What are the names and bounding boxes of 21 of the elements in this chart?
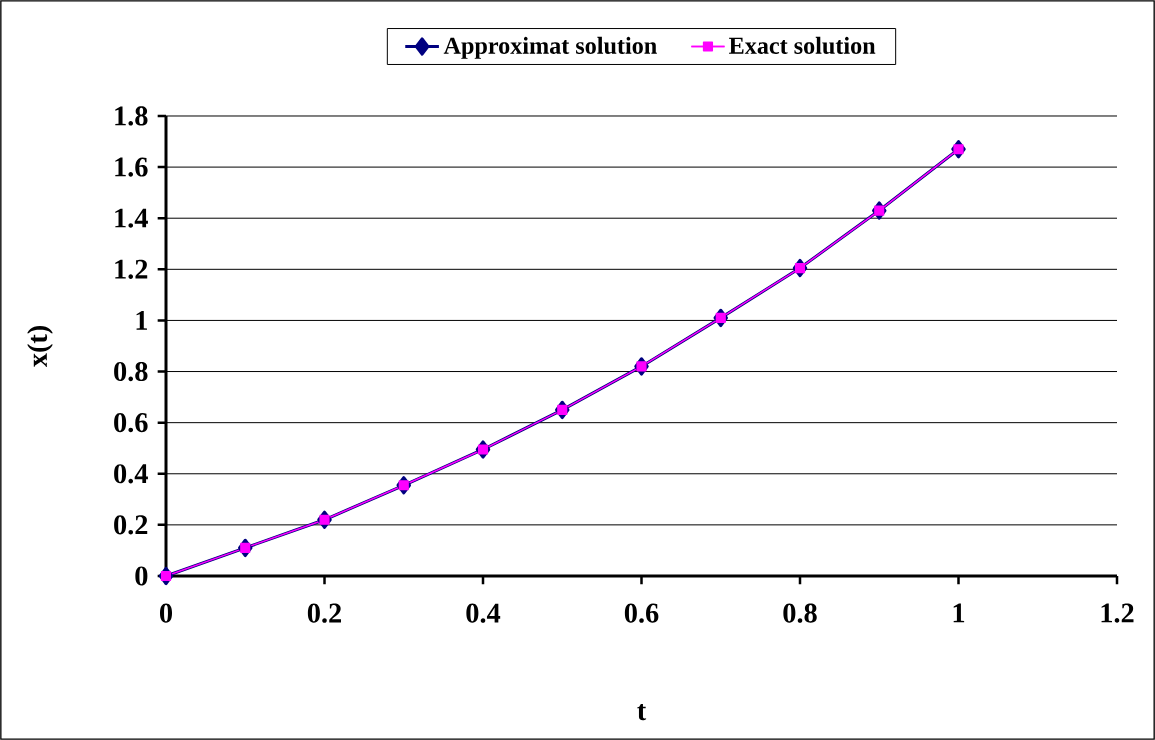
- legend-label: Approximat solution: [443, 36, 657, 59]
- x-tick-label: 0.6: [624, 603, 659, 623]
- y-tick-label: 1.6: [115, 157, 148, 177]
- y-axis-title: x(t): [27, 326, 53, 368]
- x-tick-label: 0.4: [466, 603, 501, 623]
- y-tick-label: 0.4: [114, 464, 148, 484]
- legend-label: Exact solution: [729, 36, 876, 54]
- y-tick-label: 1.2: [115, 259, 148, 279]
- y-tick-label: 0.8: [114, 361, 148, 382]
- y-tick-label: 1: [136, 311, 147, 330]
- x-axis-title: t: [637, 703, 647, 721]
- y-tick-label: 1.8: [115, 106, 148, 126]
- y-tick-label: 0.2: [114, 515, 148, 535]
- y-tick-label: 1.4: [115, 208, 148, 228]
- x-tick-label: 0: [160, 603, 173, 623]
- x-tick-label: 0.2: [307, 603, 341, 623]
- y-tick-label: 0: [135, 566, 148, 586]
- x-tick-label: 0.8: [783, 603, 817, 623]
- x-tick-label: 1.2: [1101, 603, 1134, 623]
- x-tick-label: 1: [953, 603, 965, 623]
- y-tick-label: 0.6: [114, 413, 148, 433]
